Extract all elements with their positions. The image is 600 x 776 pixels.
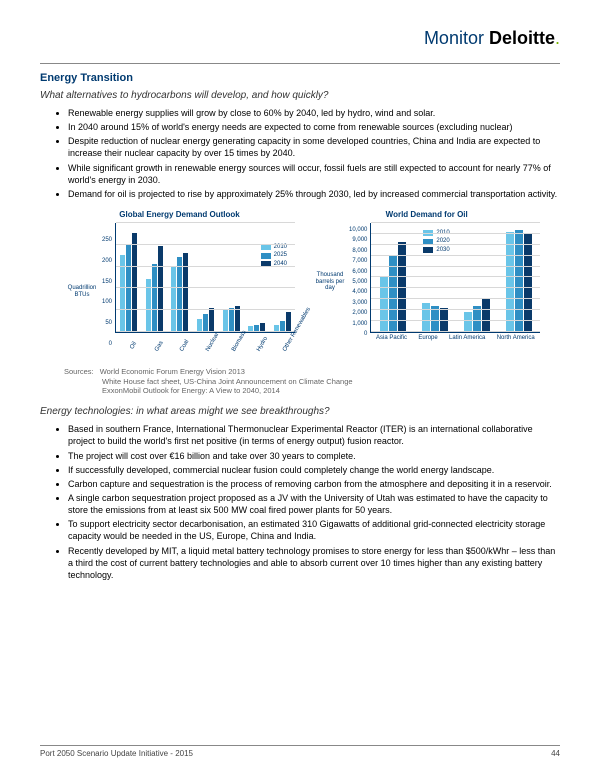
footer-page: 44 <box>551 749 560 758</box>
x-label: Other Renewables <box>282 341 310 363</box>
source-line: ExxonMobil Outlook for Energy: A View to… <box>64 386 560 396</box>
chart1-ylabel: Quadrillion BTUs <box>64 285 100 298</box>
bar <box>152 264 157 332</box>
chart1-plot: 201020252040 <box>115 223 295 333</box>
list-item: While significant growth in renewable en… <box>68 162 560 186</box>
brand-deloitte: Deloitte <box>489 28 555 48</box>
chart2-xaxis: Asia Pacific Europe Latin America North Ame… <box>370 335 540 341</box>
bar <box>223 310 228 332</box>
bar <box>482 299 490 332</box>
subheading-1: What alternatives to hydrocarbons will d… <box>40 90 560 101</box>
bar <box>506 232 514 332</box>
bar <box>171 266 176 332</box>
chart2-title: World Demand for Oil <box>386 210 468 219</box>
x-label: North America <box>497 335 535 341</box>
x-label: Europe <box>418 335 437 341</box>
brand-monitor: Monitor <box>424 28 489 48</box>
section-title: Energy Transition <box>40 72 560 84</box>
x-label: Hydro <box>256 341 284 363</box>
bar <box>229 308 234 332</box>
x-label: Gas <box>154 341 182 363</box>
source-line: World Economic Forum Energy Vision 2013 <box>96 367 245 376</box>
list-item: Based in southern France, International … <box>68 423 560 447</box>
bar <box>286 312 291 332</box>
list-item: The project will cost over €16 billion a… <box>68 450 560 462</box>
header-rule <box>40 63 560 64</box>
list-item: Despite reduction of nuclear energy gene… <box>68 135 560 159</box>
sources-label: Sources: <box>64 367 94 376</box>
chart1-yaxis: 250200150100500 <box>102 237 115 347</box>
bar <box>203 314 208 332</box>
bullet-list-2: Based in southern France, International … <box>40 423 560 581</box>
x-label: Latin America <box>449 335 485 341</box>
list-item: To support electricity sector decarbonis… <box>68 518 560 542</box>
bar <box>464 312 472 332</box>
chart-global-demand: Global Energy Demand Outlook Quadrillion… <box>64 210 295 361</box>
chart1-title: Global Energy Demand Outlook <box>119 210 239 219</box>
footer-left: Port 2050 Scenario Update Initiative - 2… <box>40 749 193 758</box>
chart1-xaxis: OilGasCoalNuclearBiomassHydroOther Renew… <box>115 335 295 361</box>
source-line: White House fact sheet, US-China Joint A… <box>64 377 560 387</box>
x-label: Oil <box>128 341 156 363</box>
x-label: Coal <box>179 341 207 363</box>
x-label: Biomass <box>231 341 259 363</box>
chart-oil-demand: World Demand for Oil Thousand barrels pe… <box>313 210 540 361</box>
bar <box>515 230 523 332</box>
list-item: Recently developed by MIT, a liquid meta… <box>68 545 560 581</box>
list-item: Renewable energy supplies will grow by c… <box>68 107 560 119</box>
bar <box>524 233 532 332</box>
page-footer: Port 2050 Scenario Update Initiative - 2… <box>40 745 560 758</box>
list-item: Demand for oil is projected to rise by a… <box>68 188 560 200</box>
bar <box>177 257 182 332</box>
charts-row: Global Energy Demand Outlook Quadrillion… <box>64 210 560 361</box>
chart2-plot: 201020202030 <box>370 223 540 333</box>
brand-dot: . <box>555 28 560 48</box>
list-item: In 2040 around 15% of world's energy nee… <box>68 121 560 133</box>
list-item: Carbon capture and sequestration is the … <box>68 478 560 490</box>
chart2-ylabel: Thousand barrels per day <box>313 272 347 292</box>
x-label: Asia Pacific <box>376 335 407 341</box>
list-item: If successfully developed, commercial nu… <box>68 464 560 476</box>
bar <box>209 308 214 332</box>
brand-logo: Monitor Deloitte. <box>40 28 560 49</box>
bar <box>422 303 430 332</box>
sources-block: Sources: World Economic Forum Energy Vis… <box>64 367 560 396</box>
x-label: Nuclear <box>205 341 233 363</box>
list-item: A single carbon sequestration project pr… <box>68 492 560 516</box>
chart2-yaxis: 10,0009,0008,0007,0006,0005,0004,0003,00… <box>349 227 370 337</box>
subheading-2: Energy technologies: in what areas might… <box>40 406 560 417</box>
bar <box>380 277 388 332</box>
bar <box>158 246 163 332</box>
bar <box>132 233 137 332</box>
bullet-list-1: Renewable energy supplies will grow by c… <box>40 107 560 200</box>
